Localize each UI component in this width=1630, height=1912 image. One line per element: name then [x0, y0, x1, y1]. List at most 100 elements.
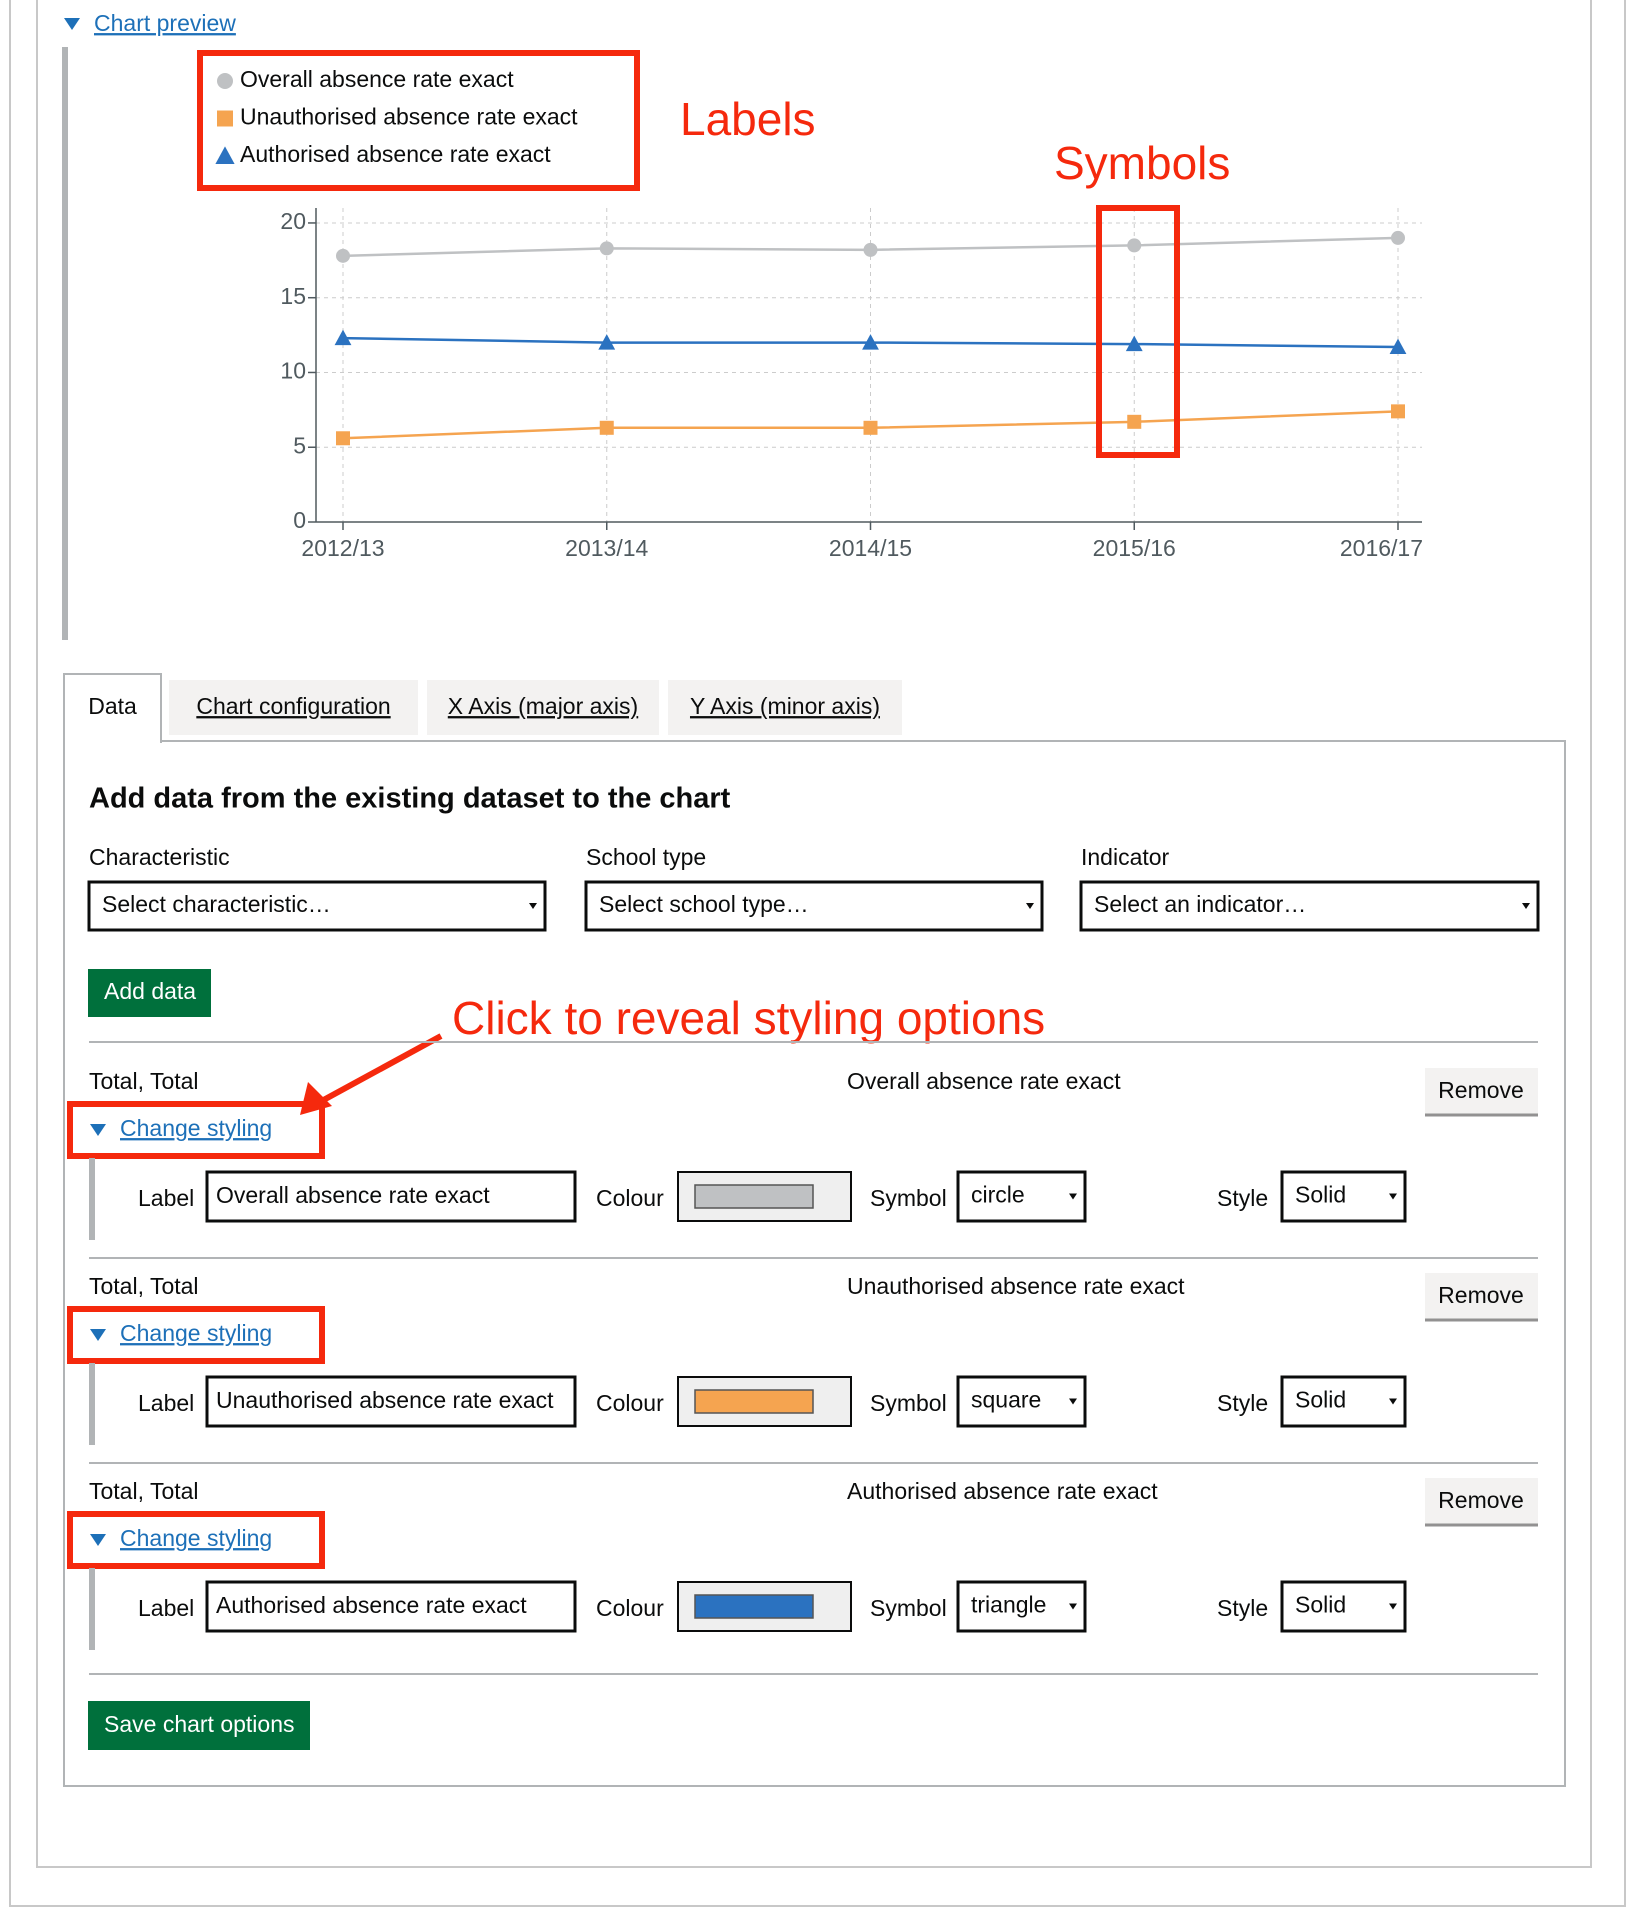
field-label: Indicator	[1081, 844, 1170, 870]
tab[interactable]	[169, 680, 418, 735]
marker	[863, 420, 878, 435]
button-text[interactable]: Remove	[1438, 1487, 1524, 1513]
annotation-box	[67, 1511, 325, 1569]
tab-label[interactable]: Y Axis (minor axis)	[690, 693, 880, 719]
annotation-arrow	[316, 1033, 443, 1106]
annotation: Click to reveal styling options	[452, 992, 1045, 1044]
select-value[interactable]: Solid	[1295, 1182, 1346, 1208]
select[interactable]	[1079, 880, 1540, 932]
field-caption: Label	[138, 1185, 194, 1211]
select-value[interactable]: square	[971, 1387, 1041, 1413]
tab[interactable]	[668, 680, 902, 735]
label-input[interactable]	[205, 1580, 577, 1633]
legend-label: Overall absence rate exact	[240, 66, 514, 92]
legend-label: Unauthorised absence rate exact	[240, 104, 578, 130]
colour-swatch	[694, 1184, 814, 1209]
remove-button[interactable]	[1425, 1273, 1538, 1320]
marker	[336, 248, 350, 263]
select-value[interactable]: Select characteristic…	[102, 891, 331, 917]
details-bar	[89, 1363, 95, 1445]
field-caption: Colour	[596, 1185, 664, 1211]
symbol-select[interactable]	[956, 1580, 1087, 1633]
inner-frame	[36, 0, 1592, 1868]
save-button[interactable]	[88, 1701, 310, 1750]
remove-button[interactable]	[1425, 1478, 1538, 1525]
annotation-box	[67, 1306, 325, 1364]
button-text[interactable]: Remove	[1438, 1077, 1524, 1103]
row-filters: Total, Total	[89, 1273, 199, 1299]
marker	[1391, 230, 1405, 245]
select-arrow	[1389, 1398, 1397, 1405]
field-caption: Colour	[596, 1595, 664, 1621]
tab[interactable]	[427, 680, 659, 735]
chart-preview-link[interactable]: Chart preview	[94, 10, 236, 36]
style-select[interactable]	[1280, 1170, 1407, 1223]
symbol-select[interactable]	[956, 1375, 1087, 1428]
x-tick-label: 2016/17	[1340, 535, 1423, 561]
tab-label[interactable]: Chart configuration	[196, 693, 390, 719]
style-select[interactable]	[1280, 1375, 1407, 1428]
select-value[interactable]: Solid	[1295, 1592, 1346, 1618]
select-arrow	[1026, 903, 1034, 909]
marker	[1127, 238, 1142, 253]
field-caption: Symbol	[870, 1390, 947, 1416]
details-bar	[89, 1158, 95, 1240]
symbol-select[interactable]	[956, 1170, 1087, 1223]
button-text[interactable]: Remove	[1438, 1282, 1524, 1308]
select-value[interactable]: triangle	[971, 1592, 1046, 1618]
tab-label[interactable]: Data	[88, 693, 137, 719]
label-value[interactable]: Overall absence rate exact	[216, 1182, 490, 1208]
label-value[interactable]: Unauthorised absence rate exact	[216, 1387, 554, 1413]
marker	[215, 146, 235, 164]
field-caption: Style	[1217, 1390, 1268, 1416]
button-text[interactable]: Add data	[104, 978, 196, 1004]
field-label: School type	[586, 844, 706, 870]
tab-label[interactable]: X Axis (major axis)	[448, 693, 638, 719]
field-caption: Symbol	[870, 1595, 947, 1621]
label-input[interactable]	[205, 1375, 577, 1428]
style-select[interactable]	[1280, 1580, 1407, 1633]
field-caption: Label	[138, 1390, 194, 1416]
marker	[863, 242, 878, 257]
field-caption: Symbol	[870, 1185, 947, 1211]
select-value[interactable]: Solid	[1295, 1387, 1346, 1413]
remove-button[interactable]	[1425, 1068, 1538, 1115]
annotation-box	[1096, 205, 1180, 458]
select-value[interactable]: circle	[971, 1182, 1025, 1208]
marker	[336, 431, 350, 446]
change-styling-link[interactable]: Change styling	[120, 1320, 272, 1346]
row-indicator: Overall absence rate exact	[847, 1068, 1121, 1094]
label-value[interactable]: Authorised absence rate exact	[216, 1592, 527, 1618]
marker	[599, 241, 614, 256]
select-arrow	[529, 903, 537, 909]
outer-frame	[9, 0, 1626, 1907]
change-styling-link[interactable]: Change styling	[120, 1115, 272, 1141]
field-caption: Colour	[596, 1390, 664, 1416]
select[interactable]	[87, 880, 547, 932]
marker	[599, 420, 614, 435]
field-caption: Label	[138, 1595, 194, 1621]
toggle-icon	[90, 1534, 106, 1546]
x-tick-label: 2015/16	[1093, 535, 1176, 561]
select-value[interactable]: Select school type…	[599, 891, 809, 917]
select-value[interactable]: Select an indicator…	[1094, 891, 1306, 917]
marker	[334, 329, 352, 346]
button-text[interactable]: Save chart options	[104, 1711, 295, 1737]
select-arrow	[1069, 1398, 1077, 1405]
marker	[862, 334, 879, 350]
marker	[1389, 338, 1407, 355]
x-tick-label: 2014/15	[829, 535, 912, 561]
marker	[598, 334, 616, 350]
label-input[interactable]	[205, 1170, 577, 1223]
details-bar	[89, 1568, 95, 1650]
change-styling-link[interactable]: Change styling	[120, 1525, 272, 1551]
x-tick-label: 2013/14	[565, 535, 648, 561]
colour-swatch	[694, 1389, 814, 1414]
legend-label: Authorised absence rate exact	[240, 141, 551, 167]
select[interactable]	[584, 880, 1044, 932]
tab-panel	[63, 740, 1566, 1787]
y-tick-label: 10	[280, 358, 306, 384]
row-indicator: Authorised absence rate exact	[847, 1478, 1158, 1504]
marker	[1125, 335, 1143, 352]
add-data-button[interactable]	[88, 969, 211, 1017]
